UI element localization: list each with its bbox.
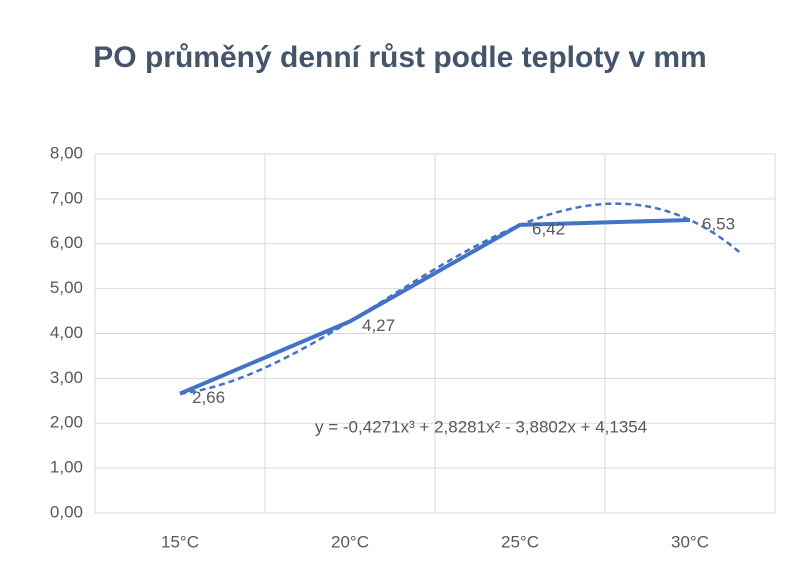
- trendline: [179, 202, 742, 396]
- x-tick-label: 25°C: [501, 532, 539, 551]
- data-label: 2,66: [192, 388, 225, 407]
- y-tick-label: 3,00: [50, 368, 83, 387]
- y-tick-label: 5,00: [50, 278, 83, 297]
- data-label: 6,42: [532, 219, 565, 238]
- series-line: [179, 217, 691, 396]
- y-tick-label: 6,00: [50, 233, 83, 252]
- y-tick-label: 7,00: [50, 188, 83, 207]
- data-label: 6,53: [702, 214, 735, 233]
- y-tick-label: 0,00: [50, 502, 83, 521]
- trendline-equation: y = -0,4271x³ + 2,8281x² - 3,8802x + 4,1…: [315, 417, 647, 436]
- y-tick-label: 1,00: [50, 458, 83, 477]
- data-label: 4,27: [362, 316, 395, 335]
- y-tick-label: 4,00: [50, 323, 83, 342]
- x-tick-label: 15°C: [161, 532, 199, 551]
- x-tick-label: 20°C: [331, 532, 369, 551]
- chart-title: PO průměný denní růst podle teploty v mm: [93, 41, 707, 74]
- y-tick-label: 8,00: [50, 143, 83, 162]
- y-tick-label: 2,00: [50, 413, 83, 432]
- x-tick-label: 30°C: [671, 532, 709, 551]
